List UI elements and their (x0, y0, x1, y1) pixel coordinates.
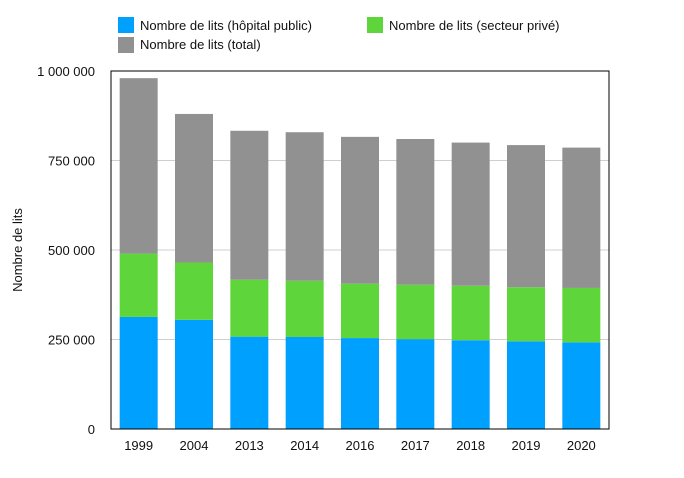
legend-label-private: Nombre de lits (secteur privé) (389, 18, 560, 33)
bar-segment-private-2018 (451, 285, 490, 341)
bar-segment-public-2004 (175, 319, 213, 429)
bar-segment-public-2014 (285, 336, 324, 429)
bar-segment-private-2019 (507, 287, 545, 342)
bar-segment-total-1999 (119, 78, 158, 254)
bar-segment-total-2018 (451, 142, 490, 286)
bar-segment-public-2017 (396, 339, 435, 429)
legend-item-private: Nombre de lits (secteur privé) (367, 17, 560, 33)
x-tick-label: 2017 (401, 438, 430, 453)
bar-segment-public-1999 (119, 316, 158, 429)
bar-segment-private-2017 (396, 284, 435, 340)
bar-segment-private-1999 (119, 253, 158, 317)
bar-segment-private-2013 (230, 279, 269, 337)
bars (119, 78, 601, 429)
x-tick-label: 2020 (567, 438, 596, 453)
x-axis-ticks: 1999 2004 2013 2014 2016 2017 2018 2019 2020 (124, 438, 596, 453)
x-tick-label: 2004 (180, 438, 209, 453)
x-tick-label: 1999 (124, 438, 153, 453)
y-axis-ticks: 0 250 000 500 000 750 000 1 000 000 (37, 64, 95, 437)
x-tick-label: 2014 (290, 438, 319, 453)
bar-segment-public-2018 (451, 340, 490, 429)
bar-segment-public-2016 (341, 338, 379, 429)
bar-segment-private-2004 (175, 262, 213, 320)
y-tick-label: 750 000 (48, 154, 95, 169)
y-tick-label: 0 (88, 422, 95, 437)
legend-swatch-public (118, 17, 134, 33)
bar-segment-private-2016 (341, 283, 379, 339)
x-tick-label: 2018 (456, 438, 485, 453)
y-axis-title: Nombre de lits (10, 208, 25, 292)
x-tick-label: 2016 (346, 438, 375, 453)
legend-item-total: Nombre de lits (total) (118, 37, 261, 53)
bar-segment-total-2017 (396, 139, 435, 285)
bar-segment-total-2004 (175, 113, 213, 263)
legend-label-total: Nombre de lits (total) (140, 37, 261, 52)
bar-segment-total-2020 (562, 147, 601, 288)
y-tick-label: 1 000 000 (37, 64, 95, 79)
x-tick-label: 2019 (512, 438, 541, 453)
y-tick-label: 500 000 (48, 243, 95, 258)
bar-segment-total-2019 (507, 145, 545, 288)
bar-segment-public-2013 (230, 336, 269, 429)
legend-item-public: Nombre de lits (hôpital public) (118, 17, 312, 33)
bar-segment-total-2014 (285, 132, 324, 281)
bar-segment-total-2016 (341, 136, 379, 284)
y-tick-label: 250 000 (48, 333, 95, 348)
plot-frame (110, 70, 610, 430)
bar-segment-public-2019 (507, 341, 545, 429)
legend-swatch-private (367, 17, 383, 33)
legend-swatch-total (118, 37, 134, 53)
legend: Nombre de lits (hôpital public) Nombre d… (118, 17, 560, 53)
bar-segment-public-2020 (562, 342, 601, 429)
x-tick-label: 2013 (235, 438, 264, 453)
legend-label-public: Nombre de lits (hôpital public) (140, 18, 312, 33)
bar-segment-private-2020 (562, 287, 601, 343)
bar-segment-private-2014 (285, 280, 324, 337)
bar-segment-total-2013 (230, 130, 269, 280)
